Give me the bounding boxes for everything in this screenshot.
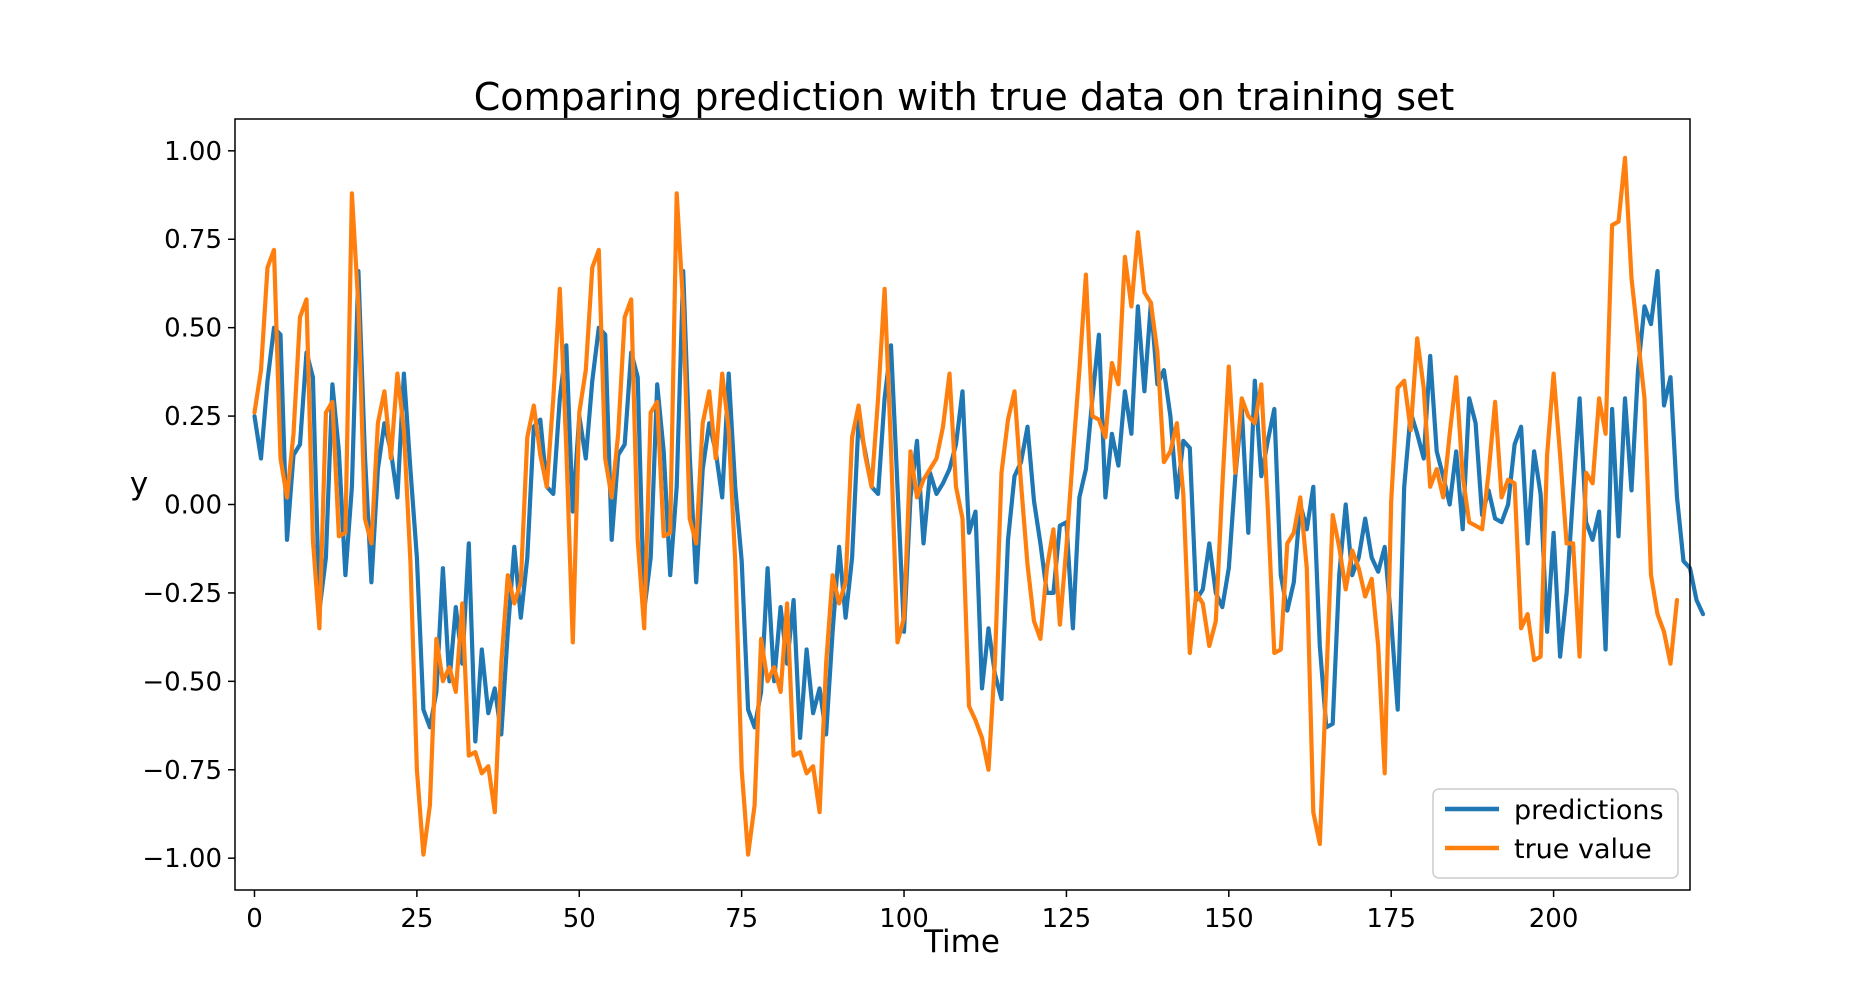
legend-label-true-value: true value [1514,834,1652,865]
y-axis: 1.00 0.75 0.50 0.25 0.00 −0.25 −0.50 −0.75 −1.00 [142,137,235,874]
series-line-predictions [252,269,1706,744]
x-tick-label: 200 [1529,904,1579,934]
y-tick-label: 0.50 [164,314,222,344]
legend: predictions true value [1432,788,1679,879]
y-tick-label: −0.25 [142,579,222,609]
x-axis: 0 25 50 75 100 125 150 175 200 [246,890,1578,934]
series-layer [252,155,1706,857]
series-line-true-value [252,155,1680,857]
y-tick-label: 0.00 [164,491,222,521]
x-tick-label: 25 [400,904,433,934]
y-tick-label: 0.25 [164,402,222,432]
y-tick-label: −0.50 [142,667,222,697]
x-tick-label: 125 [1042,904,1092,934]
y-axis-title: y [130,466,148,502]
x-axis-title: Time [923,924,1000,960]
y-tick-label: −1.00 [142,844,222,874]
legend-label-predictions: predictions [1514,795,1664,826]
x-tick-label: 0 [246,904,263,934]
x-tick-label: 100 [879,904,929,934]
x-tick-label: 50 [563,904,596,934]
x-tick-label: 75 [725,904,758,934]
chart-title: Comparing prediction with true data on t… [474,75,1455,119]
x-tick-label: 175 [1366,904,1416,934]
x-tick-label: 150 [1204,904,1254,934]
y-tick-label: 1.00 [164,137,222,167]
y-tick-label: −0.75 [142,756,222,786]
y-tick-label: 0.75 [164,225,222,255]
